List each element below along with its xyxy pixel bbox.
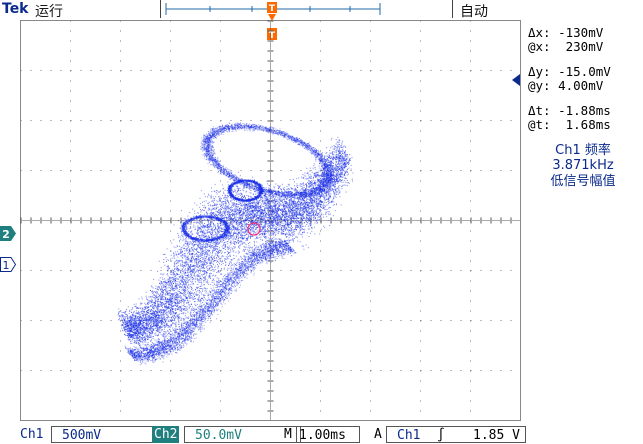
grid-dots xyxy=(20,20,520,420)
at-t-readout: @t: 1.68ms xyxy=(528,117,611,132)
header-divider xyxy=(160,0,161,18)
ch1-scale[interactable]: 500mV xyxy=(51,426,168,443)
timebase-scale[interactable]: 1.00ms xyxy=(296,426,360,443)
trigger-position-icon[interactable]: T T xyxy=(264,0,280,42)
ch1-label[interactable]: Ch1 xyxy=(20,427,44,442)
trigger-settings[interactable]: Ch1 ∫ 1.85 V xyxy=(386,426,526,443)
delta-x-readout: Δx: -130mV xyxy=(528,25,604,40)
cursor-level-icon xyxy=(512,74,520,86)
trigger-label: A xyxy=(374,427,382,442)
delta-t-readout: Δt: -1.88ms xyxy=(528,103,611,118)
ch1-marker[interactable]: 1 xyxy=(0,257,16,272)
at-y-readout: @y: 4.00mV xyxy=(528,78,604,93)
ch2-marker[interactable]: 2 xyxy=(0,226,16,241)
xy-trace xyxy=(117,122,354,366)
cursor-marker xyxy=(247,222,261,236)
header-divider xyxy=(452,0,453,18)
run-state: 运行 xyxy=(35,4,63,20)
ch2-label[interactable]: Ch2 xyxy=(152,426,180,443)
delta-y-readout: Δy: -15.0mV xyxy=(528,64,611,79)
brand-logo: Tek xyxy=(2,1,29,17)
trigger-slope-icon: ∫ xyxy=(437,428,445,443)
at-x-readout: @x: 230mV xyxy=(528,39,604,54)
timebase-label: M xyxy=(284,427,292,442)
ch2-scale[interactable]: 50.0mV xyxy=(184,426,301,443)
trigger-mode: 自动 xyxy=(460,4,488,20)
frequency-warning: 低信号幅值 xyxy=(550,174,616,189)
svg-text:T: T xyxy=(269,4,276,14)
svg-text:T: T xyxy=(269,31,276,41)
trigger-source: Ch1 xyxy=(397,428,421,443)
status-bar: Ch1 500mV Ch2 50.0mV M 1.00ms A Ch1 ∫ 1.… xyxy=(18,426,526,443)
frequency-label: Ch1 频率 xyxy=(555,143,611,158)
frequency-value: 3.871kHz xyxy=(552,158,614,173)
trigger-level: 1.85 V xyxy=(473,428,520,443)
